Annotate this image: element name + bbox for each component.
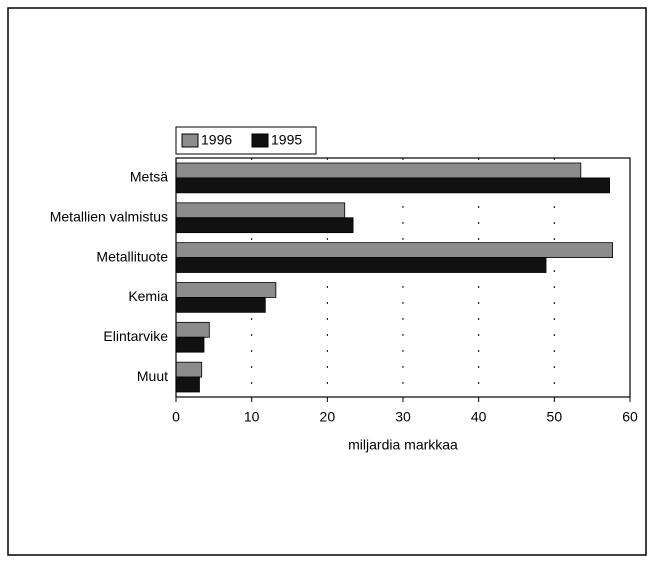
bar — [175, 217, 354, 234]
x-tick-label: 30 — [395, 409, 411, 425]
bar — [175, 361, 203, 378]
legend-swatch — [251, 133, 269, 148]
plot-area — [175, 157, 631, 398]
x-tick-label: 10 — [244, 409, 260, 425]
y-tick-label: Kemia — [128, 288, 168, 304]
x-tick-label: 0 — [172, 409, 180, 425]
bar — [175, 282, 277, 298]
bar — [175, 321, 210, 338]
bar — [175, 376, 200, 393]
bar — [175, 297, 266, 313]
y-tick-label: Metsä — [130, 169, 168, 185]
y-tick-label: Metallituote — [96, 248, 168, 264]
y-tick-label: Muut — [137, 368, 168, 384]
x-tick-label: 40 — [471, 409, 487, 425]
bar — [175, 336, 205, 353]
bar — [175, 162, 582, 179]
x-tick-label: 20 — [320, 409, 336, 425]
legend-swatch — [181, 133, 199, 148]
bar — [175, 257, 547, 273]
bar — [175, 242, 613, 258]
y-tick-label: Elintarvike — [103, 328, 168, 344]
frame — [7, 7, 647, 556]
legend-box — [175, 126, 317, 155]
x-tick-label: 50 — [547, 409, 563, 425]
legend-label: 1995 — [271, 132, 302, 148]
bar — [175, 177, 610, 194]
bar — [175, 202, 346, 219]
legend-label: 1996 — [201, 132, 232, 148]
y-tick-label: Metallien valmistus — [50, 208, 168, 224]
x-tick-label: 60 — [622, 409, 638, 425]
x-axis-label: miljardia markkaa — [348, 437, 458, 453]
